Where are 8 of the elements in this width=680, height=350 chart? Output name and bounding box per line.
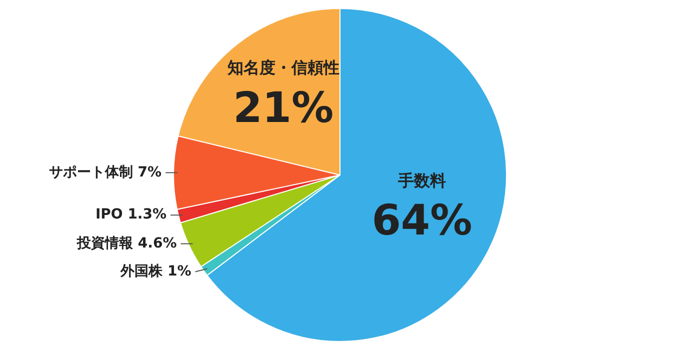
slice-label: 投資情報 4.6%: [76, 235, 177, 252]
data-label: 64%: [372, 196, 472, 245]
slice-label: 外国株 1%: [120, 263, 192, 280]
slice-label: サポート体制 7%: [48, 164, 162, 180]
slice-label: 知名度・信頼性: [226, 58, 340, 78]
slice-label: 手数料: [396, 170, 446, 190]
slice-label: IPO 1.3%: [95, 206, 167, 223]
data-label: 21%: [233, 82, 334, 132]
